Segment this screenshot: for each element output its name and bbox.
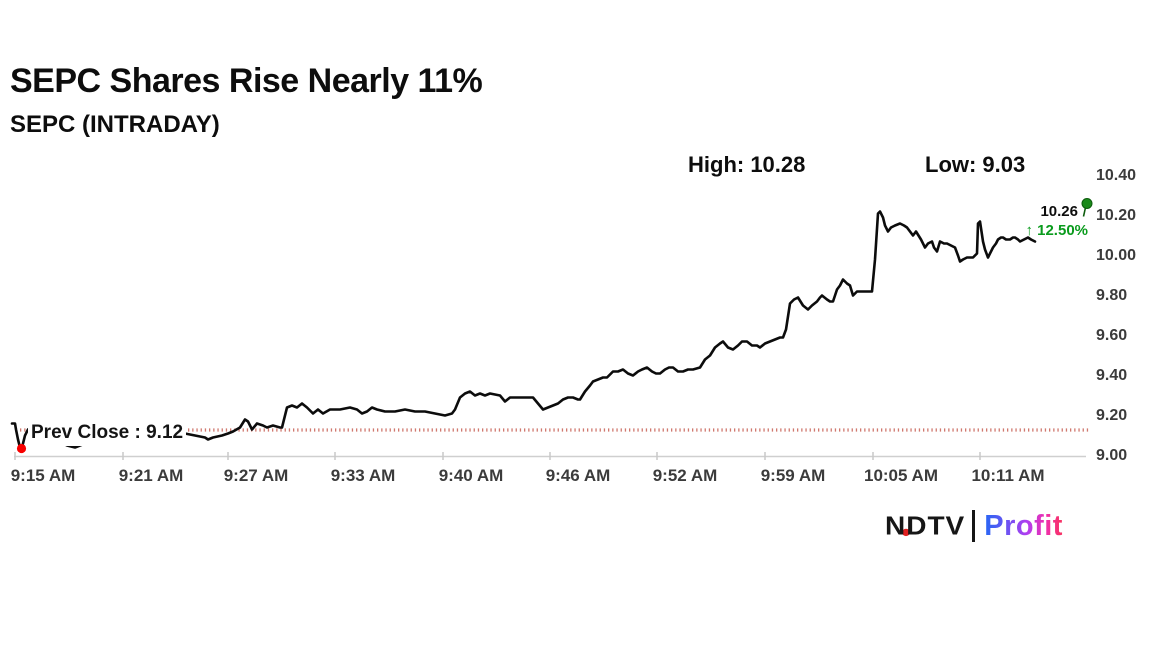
low-value-label: Low: 9.03	[925, 152, 1026, 177]
profit-logo-text: Profit	[984, 509, 1063, 542]
ndtv-wordmark: NDTV	[885, 511, 966, 540]
last-price-label: 10.26	[1040, 203, 1078, 220]
x-axis-label: 9:46 AM	[545, 466, 611, 485]
y-axis-label: 9.80	[1096, 286, 1128, 304]
last-price-pin-icon	[1081, 198, 1093, 209]
y-axis-label: 9.20	[1096, 406, 1128, 424]
x-axis-label: 9:59 AM	[760, 466, 826, 485]
x-axis-label: 9:27 AM	[223, 466, 289, 485]
chart-subtitle: SEPC (INTRADAY)	[10, 111, 220, 138]
x-axis-label: 10:05 AM	[863, 466, 938, 485]
y-axis-label: 9.00	[1096, 446, 1128, 464]
price-line	[10, 210, 1037, 451]
y-axis-label: 10.00	[1096, 246, 1137, 264]
change-percent-text: 12.50%	[1037, 222, 1088, 239]
x-axis-label: 9:33 AM	[330, 466, 396, 485]
y-axis-label: 9.60	[1096, 326, 1128, 344]
x-axis-label: 9:52 AM	[652, 466, 718, 485]
y-axis-label: 9.40	[1096, 366, 1128, 384]
high-value-label: High: 10.28	[688, 152, 806, 177]
ndtv-profit-logo: NDTV Profit	[885, 506, 1063, 546]
x-axis-label: 10:11 AM	[971, 466, 1045, 485]
x-axis-label: 9:15 AM	[10, 466, 76, 485]
y-axis-label: 10.20	[1096, 206, 1137, 224]
last-change-label: ↑ 12.50%	[1008, 222, 1088, 240]
low-point-marker	[16, 443, 27, 454]
logo-divider	[972, 510, 976, 542]
x-axis-label: 9:21 AM	[118, 466, 184, 485]
x-axis-label: 9:40 AM	[438, 466, 504, 485]
last-price-pin-stem	[1082, 207, 1087, 217]
y-axis-label: 10.40	[1096, 166, 1137, 184]
up-arrow-icon: ↑	[1025, 222, 1033, 239]
prev-close-label: Prev Close : 9.12	[28, 420, 187, 446]
page-title: SEPC Shares Rise Nearly 11%	[10, 62, 483, 100]
ndtv-logo-text: NDTV	[885, 511, 965, 540]
